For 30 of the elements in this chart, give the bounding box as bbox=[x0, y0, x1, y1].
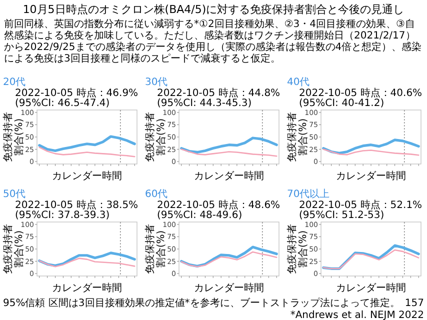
x-axis-title: カレンダー時間 bbox=[194, 282, 264, 294]
line-series bbox=[322, 249, 420, 270]
chart-subtitle: 2022-10-05 時点：48.6% (95%CI: 48-49.6) bbox=[157, 199, 280, 221]
x-axis-title: カレンダー時間 bbox=[336, 282, 406, 294]
line-series bbox=[38, 146, 136, 158]
line-series bbox=[180, 136, 278, 154]
x-axis-title: カレンダー時間 bbox=[52, 170, 122, 182]
x-axis-title: カレンダー時間 bbox=[194, 170, 264, 182]
line-series bbox=[38, 135, 136, 152]
x-axis-title: カレンダー時間 bbox=[336, 170, 406, 182]
x-axis-title: カレンダー時間 bbox=[52, 282, 122, 294]
chart-subtitle: 2022-10-05 時点：44.8% (95%CI: 44.3-45.3) bbox=[157, 87, 280, 109]
chart-title: 50代 bbox=[3, 189, 26, 200]
chart-title: 40代 bbox=[287, 77, 310, 88]
chart-subtitle: 2022-10-05 時点：38.5% (95%CI: 37.8-39.3) bbox=[15, 199, 138, 221]
text: 95%信頼 区間は3回目接種効果の推定値*を参考に、ブートストラップ法によって推定。 bbox=[3, 297, 400, 309]
chart-title: 30代 bbox=[145, 77, 168, 88]
chart-title: 20代 bbox=[3, 77, 26, 88]
text: 157 bbox=[404, 298, 424, 309]
chart-title: 70代以上 bbox=[287, 188, 330, 200]
chart-subtitle: 2022-10-05 時点：46.9% (95%CI: 46.5-47.4) bbox=[15, 87, 138, 109]
line-series bbox=[38, 258, 136, 268]
chart-title: 60代 bbox=[145, 189, 168, 200]
text: 10月5日時点のオミクロン株(BA4/5)に対する免疫保持者割合と今後の見通し bbox=[22, 3, 404, 16]
text: *Andrews et al. NEJM 2022 bbox=[290, 310, 424, 320]
chart-subtitle: 2022-10-05 時点：40.6% (95%CI: 40-41.2) bbox=[299, 87, 422, 109]
chart-subtitle: 2022-10-05 時点：52.1% (95%CI: 51.2-53) bbox=[299, 199, 422, 221]
line-series bbox=[180, 251, 278, 268]
text: 前回同様、英国の指数分布に従い減弱する*①2回目接種効果、②3・4回目接種の効果、③自然感染による免疫を加味している。ただし、感染者数はワクチン接種開始日（2021/2/17）から2022/9/25までの感染者のデータを使用し（実際の感染者は報告数の4倍と想定）、感染による免疫は3回目接種と同様のスピードで減衰すると仮定。 bbox=[4, 18, 422, 64]
line-series bbox=[180, 148, 278, 157]
